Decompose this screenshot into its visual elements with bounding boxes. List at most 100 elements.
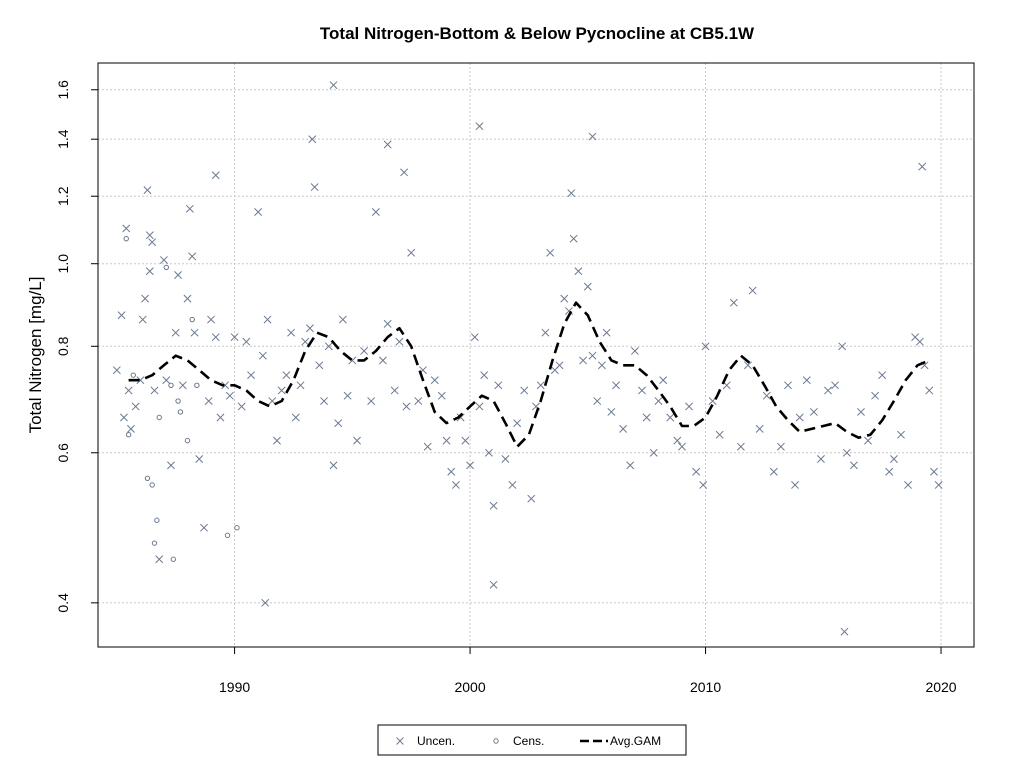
uncensored-point bbox=[390, 386, 399, 395]
uncensored-point bbox=[567, 189, 576, 198]
uncensored-point bbox=[501, 455, 510, 463]
uncensored-point bbox=[353, 436, 361, 445]
uncensored-point bbox=[145, 267, 154, 276]
uncensored-point bbox=[560, 294, 569, 303]
y-tick-label: 0.4 bbox=[55, 593, 71, 613]
uncensored-point bbox=[654, 397, 663, 405]
uncensored-point bbox=[748, 286, 757, 295]
uncensored-point bbox=[480, 371, 489, 380]
uncensored-point bbox=[593, 397, 602, 405]
y-tick-label: 1.0 bbox=[55, 254, 71, 274]
censored-point bbox=[130, 372, 137, 378]
uncensored-point bbox=[934, 481, 943, 489]
uncensored-point bbox=[400, 168, 409, 177]
uncensored-point bbox=[423, 442, 432, 451]
uncensored-point bbox=[607, 407, 616, 416]
uncensored-point bbox=[395, 337, 404, 346]
gam-curve bbox=[128, 301, 930, 448]
gam-line bbox=[128, 301, 930, 448]
uncensored-point bbox=[216, 413, 225, 422]
uncensored-point bbox=[195, 455, 204, 463]
uncensored-point bbox=[743, 361, 752, 370]
chart-title: Total Nitrogen-Bottom & Below Pycnocline… bbox=[320, 24, 755, 43]
plot-frame bbox=[97, 62, 975, 648]
uncensored-point bbox=[301, 337, 310, 346]
uncensored-point bbox=[150, 386, 159, 395]
uncensored-point bbox=[308, 135, 317, 144]
uncensored-point bbox=[310, 183, 319, 192]
y-tick-label: 0.6 bbox=[55, 443, 71, 463]
uncensored-point bbox=[776, 442, 785, 451]
uncensored-point bbox=[221, 381, 230, 390]
x-marker-icon bbox=[396, 737, 404, 745]
legend-label: Uncen. bbox=[417, 734, 455, 748]
y-tick-label: 1.2 bbox=[55, 186, 71, 206]
uncensored-point bbox=[849, 461, 858, 470]
x-tick-label: 1990 bbox=[219, 679, 250, 695]
uncensored-point bbox=[200, 523, 208, 532]
uncensored-point bbox=[864, 436, 872, 445]
uncensored-point bbox=[508, 481, 517, 489]
uncensored-point bbox=[447, 467, 456, 476]
uncensored-point bbox=[649, 448, 658, 457]
uncensored-point bbox=[809, 407, 818, 416]
uncensored-point bbox=[174, 271, 183, 279]
uncensored-point bbox=[148, 238, 157, 247]
uncensored-point bbox=[258, 351, 267, 360]
uncensored-point bbox=[475, 122, 484, 131]
uncensored-point bbox=[171, 328, 180, 337]
censored-point bbox=[144, 475, 151, 482]
x-tick-label: 2010 bbox=[690, 679, 721, 695]
uncensored-point bbox=[136, 376, 145, 385]
uncensored-point bbox=[360, 346, 369, 355]
uncensored-point bbox=[277, 386, 286, 395]
uncensored-point bbox=[784, 381, 792, 390]
uncensored-point bbox=[112, 366, 121, 375]
uncensored-point bbox=[466, 461, 475, 470]
uncensored-point bbox=[583, 282, 592, 291]
uncensored-point bbox=[296, 381, 305, 390]
uncensored-point bbox=[183, 294, 192, 303]
x-tick-label: 2000 bbox=[454, 679, 485, 695]
uncensored-point bbox=[513, 419, 522, 428]
censored-point bbox=[194, 382, 200, 388]
uncensored-point bbox=[247, 371, 256, 380]
uncensored-point bbox=[555, 361, 564, 370]
uncensored-point bbox=[574, 267, 583, 276]
uncensored-point bbox=[520, 386, 529, 395]
uncensored-point bbox=[878, 371, 887, 380]
uncensored-point bbox=[456, 413, 465, 422]
uncensored-point bbox=[143, 186, 152, 195]
uncensored-point bbox=[619, 424, 628, 433]
censored-point bbox=[224, 532, 231, 539]
uncensored-point bbox=[451, 481, 460, 489]
circle-marker-icon bbox=[493, 738, 499, 744]
uncensored-point bbox=[263, 315, 272, 324]
uncensored-point bbox=[885, 467, 894, 476]
uncensored-point bbox=[230, 333, 239, 342]
legend-box bbox=[377, 724, 687, 756]
data-points bbox=[112, 81, 943, 636]
censored-point bbox=[234, 525, 240, 531]
uncensored-point bbox=[612, 381, 621, 390]
uncensored-point bbox=[225, 391, 234, 400]
uncensored-point bbox=[626, 461, 635, 470]
uncensored-point bbox=[536, 381, 545, 390]
uncensored-point bbox=[802, 376, 811, 385]
uncensored-point bbox=[167, 461, 175, 470]
uncensored-point bbox=[791, 481, 799, 489]
uncensored-point bbox=[685, 402, 694, 411]
censored-point bbox=[170, 556, 177, 562]
uncensored-point bbox=[715, 430, 724, 439]
uncensored-point bbox=[305, 324, 314, 333]
uncensored-point bbox=[291, 413, 300, 422]
uncensored-point bbox=[155, 555, 164, 564]
uncensored-point bbox=[857, 407, 865, 416]
censored-point bbox=[163, 264, 169, 271]
uncensored-point bbox=[329, 461, 338, 470]
uncensored-point bbox=[343, 391, 352, 400]
uncensored-point bbox=[699, 481, 708, 489]
uncensored-point bbox=[925, 386, 934, 395]
uncensored-point bbox=[630, 346, 639, 355]
